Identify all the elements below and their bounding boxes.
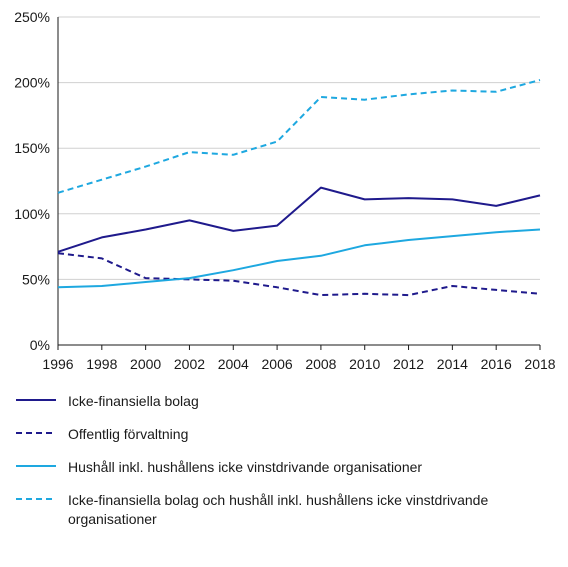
- legend-item: Icke-finansiella bolag: [16, 392, 556, 411]
- series-line-4: [57, 79, 541, 194]
- legend-swatch: [16, 465, 56, 467]
- legend: Icke-finansiella bolag Offentlig förvaltn…: [16, 392, 556, 529]
- x-tick-label: 2002: [174, 356, 205, 372]
- x-tick-label: 2012: [393, 356, 424, 372]
- legend-item: Icke-finansiella bolag och hushåll inkl.…: [16, 491, 556, 529]
- axes: [57, 17, 541, 350]
- x-tick-label: 2014: [437, 356, 468, 372]
- x-tick-label: 2016: [481, 356, 512, 372]
- x-tick-label: 1998: [86, 356, 117, 372]
- y-tick-label: 250%: [14, 9, 50, 25]
- legend-item: Offentlig förvaltning: [16, 425, 556, 444]
- series-line-3: [57, 228, 541, 289]
- legend-label: Offentlig förvaltning: [68, 426, 189, 442]
- grid-lines: [58, 16, 540, 280]
- x-tick-labels: 1996 1998 2000 2002 2004 2006 2008 2010 2012 2014…: [42, 356, 555, 372]
- series-line-1: [57, 186, 541, 253]
- y-tick-label: 0%: [30, 337, 50, 353]
- line-chart: 0% 50% 100% 150% 200% 250% 1996 1998 2000 2002 20…: [14, 9, 556, 372]
- y-tick-label: 200%: [14, 75, 50, 91]
- legend-label: Icke-finansiella bolag: [68, 393, 199, 409]
- series-lines: [57, 79, 541, 297]
- legend-item: Hushåll inkl. hushållens icke vinstdriva…: [16, 458, 556, 477]
- legend-swatch: [16, 498, 56, 500]
- x-tick-label: 2018: [524, 356, 555, 372]
- x-tick-label: 2000: [130, 356, 161, 372]
- legend-label: Hushåll inkl. hushållens icke vinstdriva…: [68, 459, 423, 475]
- y-tick-label: 50%: [22, 271, 50, 287]
- x-tick-label: 1996: [42, 356, 73, 372]
- x-tick-label: 2004: [218, 356, 249, 372]
- legend-swatch: [16, 399, 56, 401]
- x-tick-label: 2008: [305, 356, 336, 372]
- legend-label: Icke-finansiella bolag och hushåll inkl.…: [68, 492, 489, 527]
- y-tick-label: 100%: [14, 206, 50, 222]
- x-tick-label: 2006: [262, 356, 293, 372]
- x-tick-label: 2010: [349, 356, 380, 372]
- y-tick-labels: 0% 50% 100% 150% 200% 250%: [14, 9, 50, 353]
- legend-swatch: [16, 432, 56, 434]
- series-line-2: [57, 252, 541, 297]
- y-tick-label: 150%: [14, 140, 50, 156]
